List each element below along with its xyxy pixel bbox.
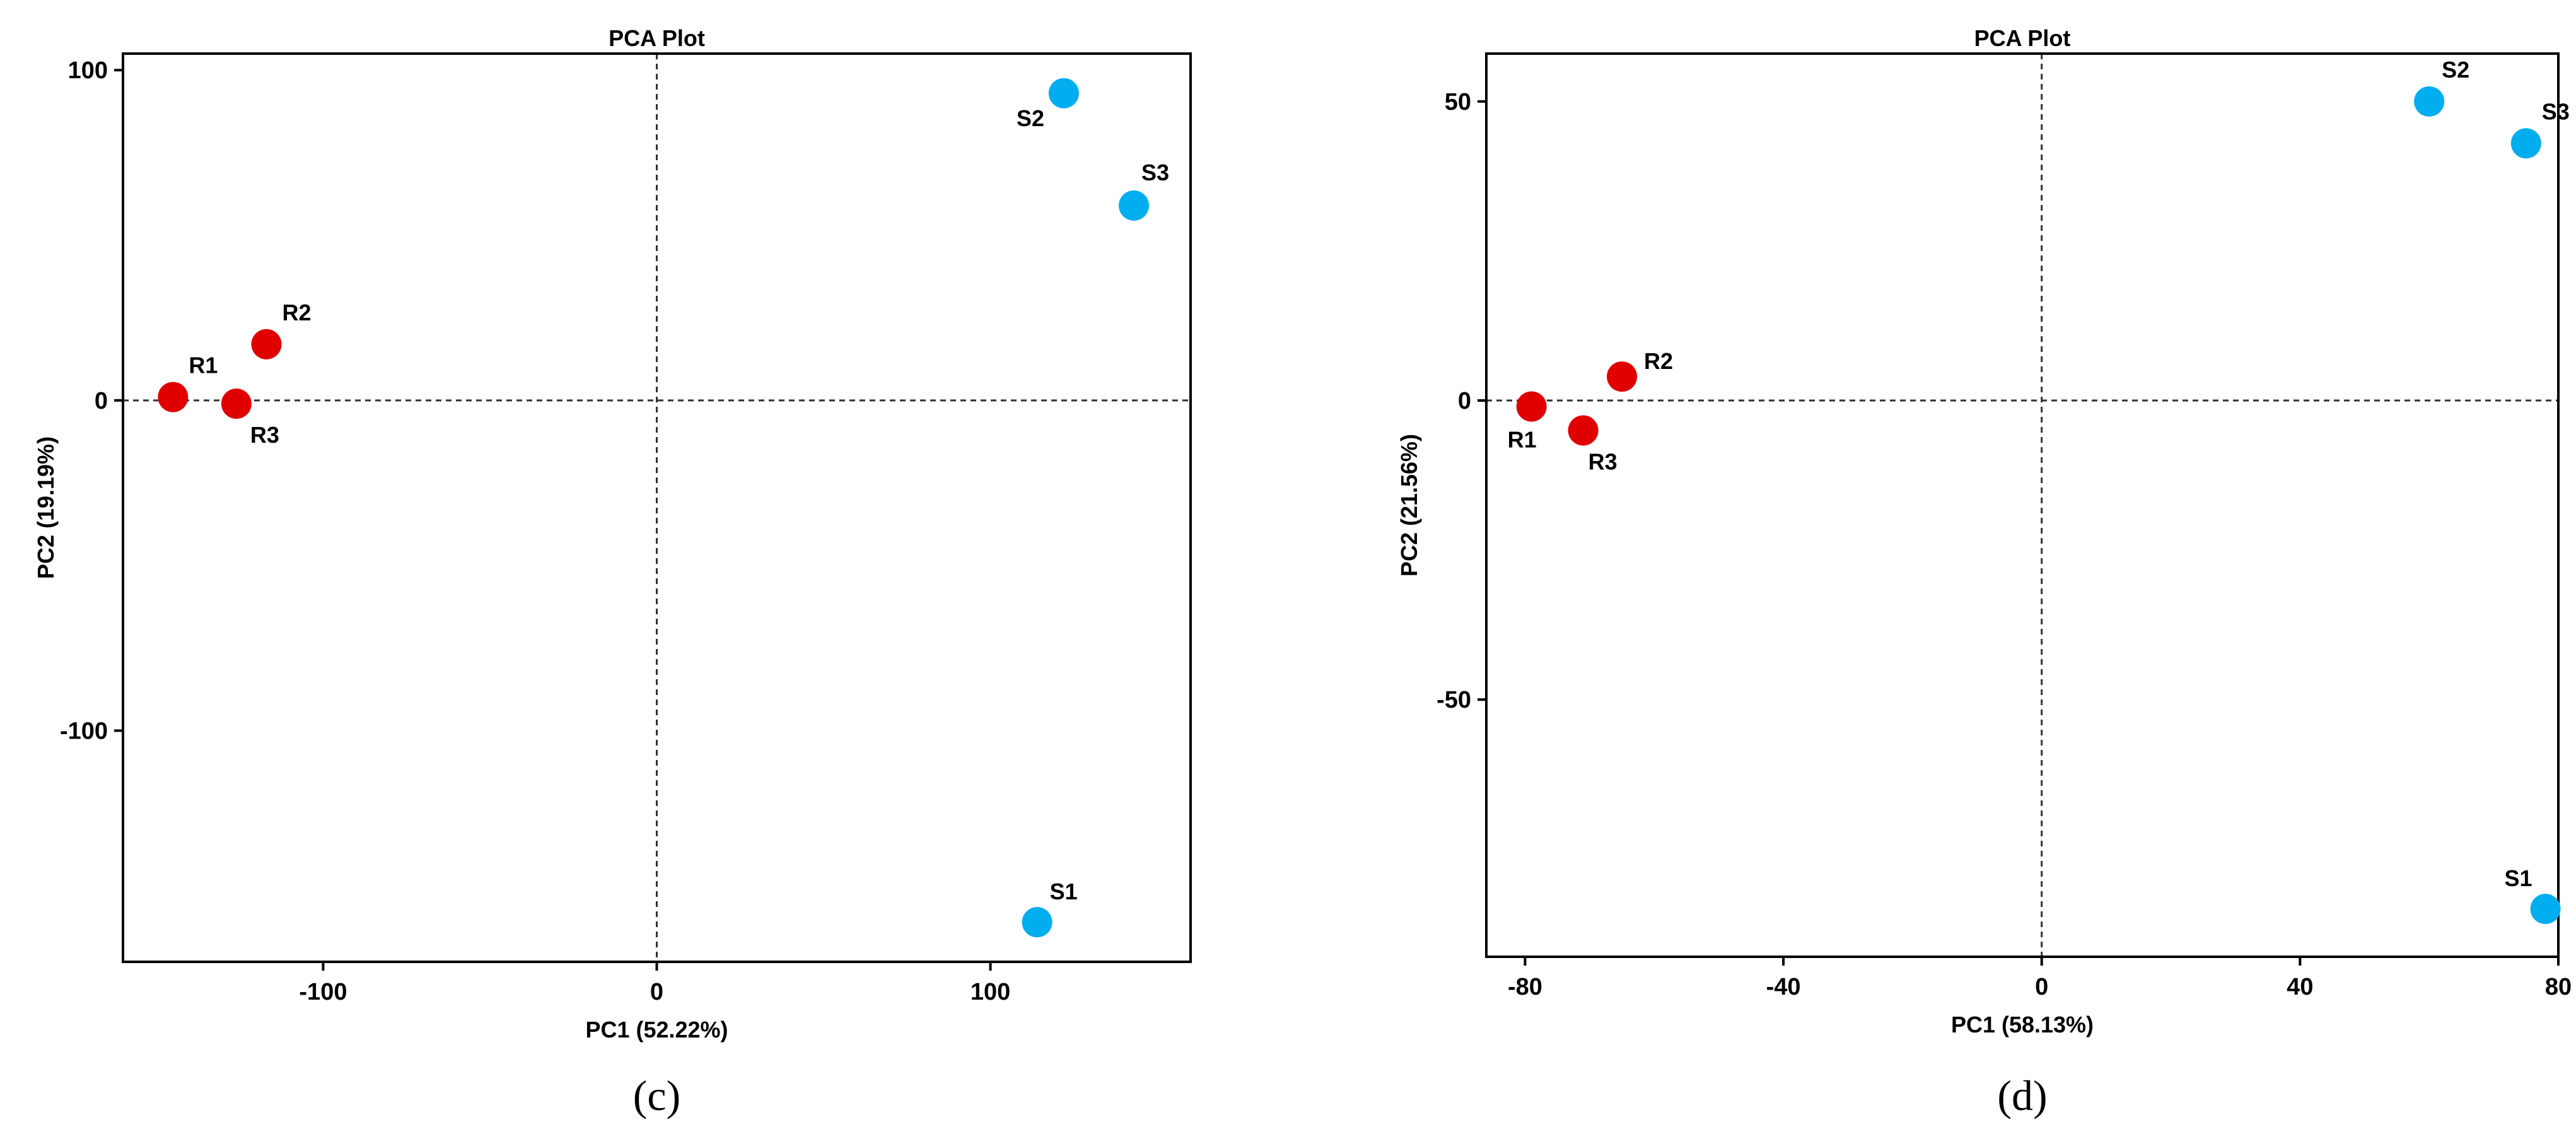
plot-1-point-r2	[1607, 361, 1638, 392]
plot-0-point-s3	[1119, 190, 1150, 221]
plot-0-y-axis-label: PC2 (19.19%)	[33, 436, 59, 579]
plot-1-point-label-s1: S1	[2505, 865, 2532, 891]
plot-1-point-r3	[1568, 415, 1599, 446]
plot-0-point-label-r1: R1	[189, 353, 218, 378]
plot-1-y-tick-label: 50	[1445, 89, 1471, 115]
plot-1-y-axis-label: PC2 (21.56%)	[1396, 434, 1422, 576]
plot-1-y-tick-label: 0	[1458, 388, 1471, 414]
plot-1-x-tick-label: 40	[2287, 974, 2313, 1000]
plot-1-point-label-s3: S3	[2542, 98, 2570, 124]
plot-0-point-label-s1: S1	[1050, 879, 1078, 904]
plot-0-x-tick-label: 0	[650, 979, 663, 1005]
plot-0-title: PCA Plot	[609, 25, 705, 51]
plot-0-point-s1	[1022, 907, 1052, 938]
plot-0-x-tick-label: 100	[970, 979, 1010, 1005]
plot-1-x-tick-label: -40	[1766, 974, 1801, 1000]
plot-0-x-tick-label: -100	[299, 979, 347, 1005]
plot-0-point-label-s2: S2	[1017, 105, 1044, 131]
plot-1-point-label-r3: R3	[1588, 448, 1617, 474]
plot-0-x-axis-label: PC1 (52.22%)	[585, 1017, 728, 1043]
plot-1-point-r1	[1516, 391, 1547, 422]
plot-1-point-label-r2: R2	[1644, 348, 1673, 374]
plot-1-x-tick-label: 0	[2035, 974, 2048, 1000]
plot-1-point-label-s2: S2	[2442, 57, 2469, 83]
plot-1-point-s1	[2530, 894, 2561, 925]
plot-1-caption: (d)	[1997, 1072, 2047, 1119]
plot-0-point-r1	[158, 382, 189, 412]
plot-1-point-s3	[2510, 128, 2541, 159]
plot-0-point-label-r2: R2	[282, 300, 311, 325]
plot-1-x-tick-label: 80	[2545, 974, 2572, 1000]
plot-0-point-r3	[221, 389, 252, 419]
plot-1-y-tick-label: -50	[1437, 687, 1471, 713]
plot-1-title: PCA Plot	[1974, 25, 2071, 51]
plot-0-caption: (c)	[633, 1072, 680, 1119]
plot-1-plot-frame	[1485, 52, 2560, 958]
plot-1-x-axis-label: PC1 (58.13%)	[1951, 1012, 2094, 1038]
plot-0-y-tick-label: -100	[60, 718, 108, 744]
plot-1-point-label-r1: R1	[1508, 427, 1537, 453]
plot-0-point-s2	[1048, 78, 1079, 108]
plot-0-point-label-s3: S3	[1141, 160, 1169, 185]
plot-0-point-r2	[251, 329, 282, 359]
plot-0-y-tick-label: 0	[95, 388, 108, 414]
plot-0-point-label-r3: R3	[250, 422, 279, 448]
plot-0-y-tick-label: 100	[68, 57, 108, 84]
plot-1-point-s2	[2414, 86, 2445, 117]
plot-1-x-tick-label: -80	[1508, 974, 1542, 1000]
